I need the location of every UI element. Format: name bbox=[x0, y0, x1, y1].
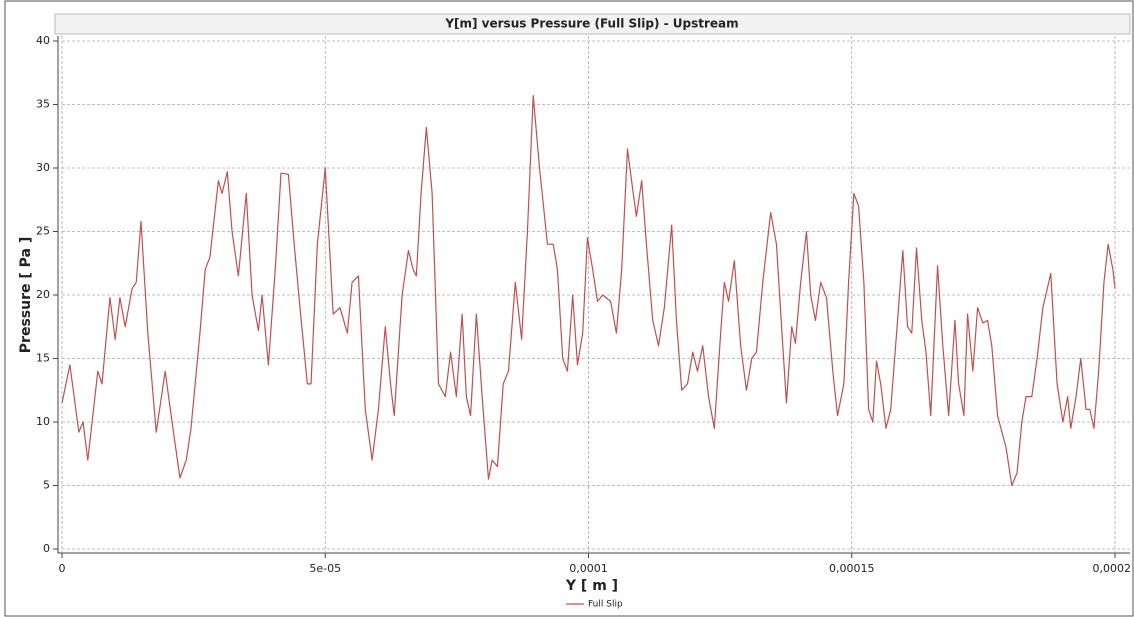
frame bbox=[4, 0, 1134, 617]
x-tick-label: 0,0002 bbox=[1093, 562, 1132, 575]
title-bar bbox=[54, 13, 1131, 35]
x-tick-label: 0,00015 bbox=[829, 562, 875, 575]
x-axis-label: Y [ m ] bbox=[565, 578, 618, 594]
x-tick-label: 5e-05 bbox=[309, 562, 341, 575]
y-tick-label: 20 bbox=[36, 288, 50, 301]
y-tick-label: 35 bbox=[36, 98, 50, 111]
x-tick-label: 0,0001 bbox=[569, 562, 608, 575]
y-tick-label: 10 bbox=[36, 415, 50, 428]
y-tick-label: 0 bbox=[43, 542, 50, 555]
y-tick-label: 30 bbox=[36, 161, 50, 174]
y-tick-label: 15 bbox=[36, 352, 50, 365]
y-tick-label: 5 bbox=[43, 479, 50, 492]
y-tick-label: 25 bbox=[36, 225, 50, 238]
y-axis-label: Pressure [ Pa ] bbox=[18, 237, 34, 353]
chart-title: Y[m] versus Pressure (Full Slip) - Upstr… bbox=[444, 17, 738, 31]
x-tick-label: 0 bbox=[59, 562, 66, 575]
legend-label: Full Slip bbox=[588, 600, 623, 610]
y-tick-label: 40 bbox=[36, 34, 50, 47]
data-line bbox=[61, 95, 1116, 487]
